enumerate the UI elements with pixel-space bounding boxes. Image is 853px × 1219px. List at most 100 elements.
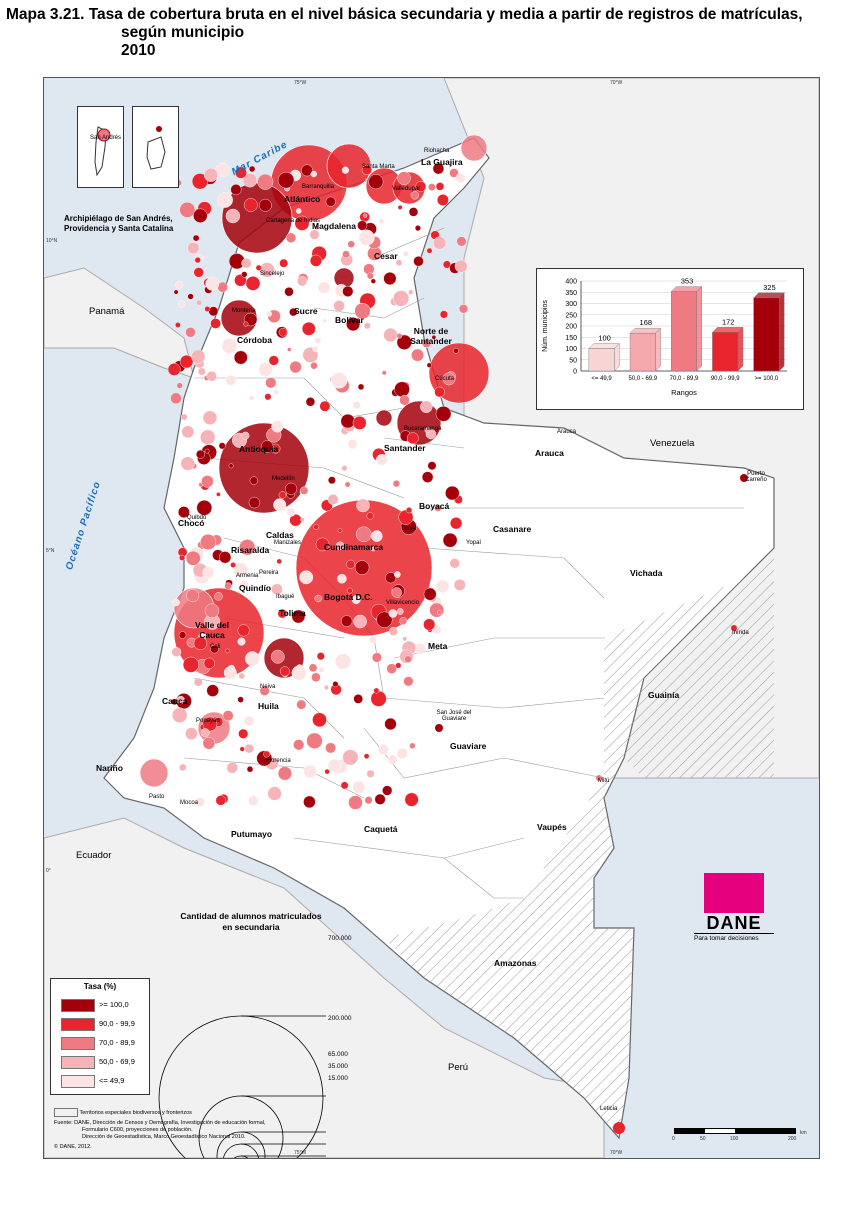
y-tick-label: 400 <box>565 279 577 286</box>
municipality-circle <box>181 425 195 439</box>
municipality-circle <box>266 310 273 317</box>
municipality-circle <box>294 215 310 231</box>
country-peru: Perú <box>448 1062 469 1073</box>
municipality-circle <box>405 507 413 514</box>
scale-bar <box>674 1128 796 1134</box>
bar-top <box>711 327 744 333</box>
municipality-circle <box>355 526 372 543</box>
municipality-circle <box>185 727 198 740</box>
municipality-circle <box>404 792 419 807</box>
municipality-circle <box>175 280 184 289</box>
city-bucaramanga: Bucaramanga <box>404 426 442 432</box>
municipality-circle <box>237 696 244 703</box>
city-pasto: Pasto <box>149 794 165 800</box>
municipality-circle <box>203 167 218 182</box>
municipality-circle <box>299 570 314 585</box>
x-tick-label: 90,0 - 99,9 <box>711 376 740 382</box>
dept-vaupes: Vaupés <box>537 822 567 832</box>
municipality-circle <box>226 762 239 774</box>
dane-logo-tagline: Para tomar decisiones <box>694 933 774 942</box>
municipality-circle <box>204 603 220 618</box>
y-tick-label: 50 <box>569 357 577 364</box>
municipality-circle <box>171 707 188 723</box>
city-monteria: Montería <box>232 308 256 314</box>
municipality-circle <box>442 372 456 386</box>
municipality-circle <box>206 371 217 382</box>
dept-arauca: Arauca <box>535 448 564 458</box>
city-cucuta: Cúcuta <box>435 376 455 382</box>
municipality-circle <box>258 198 272 212</box>
scale-unit: km <box>800 1130 807 1136</box>
dept-cesar: Cesar <box>374 251 398 261</box>
city-villavicencio: Villavicencio <box>386 600 419 606</box>
municipality-circle <box>453 578 466 591</box>
municipality-circle <box>397 171 411 185</box>
municipality-circle <box>206 684 219 697</box>
municipality-circle <box>203 657 215 669</box>
hatch-swatch <box>54 1108 78 1117</box>
municipality-circle <box>193 267 204 278</box>
municipality-circle <box>225 374 237 386</box>
municipality-circle <box>327 758 342 773</box>
scale-200: 200 <box>788 1136 797 1142</box>
municipality-circle <box>364 796 373 805</box>
coord-5n: 5°N <box>46 548 55 554</box>
dept-vichada: Vichada <box>630 568 663 578</box>
municipality-circle <box>458 304 469 314</box>
source-line-3: Dirección de Geoestadística, Marco Geoes… <box>82 1134 246 1140</box>
municipality-circle <box>239 539 256 556</box>
y-tick-label: 0 <box>573 369 577 376</box>
municipality-circle <box>327 493 339 505</box>
country-venezuela: Venezuela <box>650 438 695 449</box>
municipality-circle <box>228 463 234 469</box>
municipality-circle <box>215 795 226 806</box>
municipality-circle <box>396 608 404 615</box>
municipality-circle <box>325 196 336 207</box>
shading-note-text: Territorios especiales biodiversos y fro… <box>79 1109 192 1116</box>
dept-bogota: Bogotá D.C. <box>324 592 373 602</box>
municipality-circle <box>237 624 250 637</box>
municipality-circle <box>399 617 408 625</box>
city-sincelejo: Sincelejo <box>260 271 285 277</box>
legend-label: >= 100,0 <box>99 1000 129 1009</box>
municipality-circle <box>342 749 359 766</box>
municipality-circle <box>414 225 421 232</box>
municipality-circle <box>429 602 445 618</box>
city-valledupar: Valledupar <box>392 186 421 192</box>
municipality-circle <box>271 420 284 433</box>
legend-label: 90,0 - 99,9 <box>99 1019 135 1028</box>
inset-san-andres: San Andrés <box>77 106 124 188</box>
municipality-circle <box>192 234 200 242</box>
coord-75w-bottom: 75°W <box>294 1150 307 1156</box>
municipality-circle <box>246 766 254 773</box>
municipality-circle <box>326 143 372 189</box>
municipality-circle <box>289 361 302 374</box>
san-andres-island <box>94 126 111 177</box>
municipality-circle <box>225 648 230 654</box>
municipality-circle <box>383 271 397 285</box>
municipality-circle <box>291 609 306 624</box>
municipality-circle <box>740 474 748 482</box>
municipality-circle <box>460 134 488 162</box>
bar-side <box>696 286 702 372</box>
municipality-circle <box>242 172 258 188</box>
municipality-circle <box>221 338 238 354</box>
municipality-circle <box>286 507 296 517</box>
municipality-circle <box>370 530 383 542</box>
municipality-circle <box>265 377 277 389</box>
size-label-35000: 35.000 <box>328 1063 348 1070</box>
country-panama: Panamá <box>89 306 125 317</box>
municipality-circle <box>277 766 292 781</box>
municipality-circle <box>348 795 363 810</box>
municipality-circle <box>312 345 319 353</box>
municipality-circle <box>185 327 196 338</box>
municipality-circle <box>354 560 370 575</box>
city-santa-marta: Santa Marta <box>362 164 395 170</box>
municipality-circle <box>368 174 384 190</box>
bar <box>671 291 697 372</box>
bar-side <box>778 292 785 372</box>
bar-top <box>670 286 703 292</box>
municipality-circle <box>439 310 448 319</box>
municipality-circle <box>248 795 259 806</box>
municipality-circle <box>432 162 445 175</box>
